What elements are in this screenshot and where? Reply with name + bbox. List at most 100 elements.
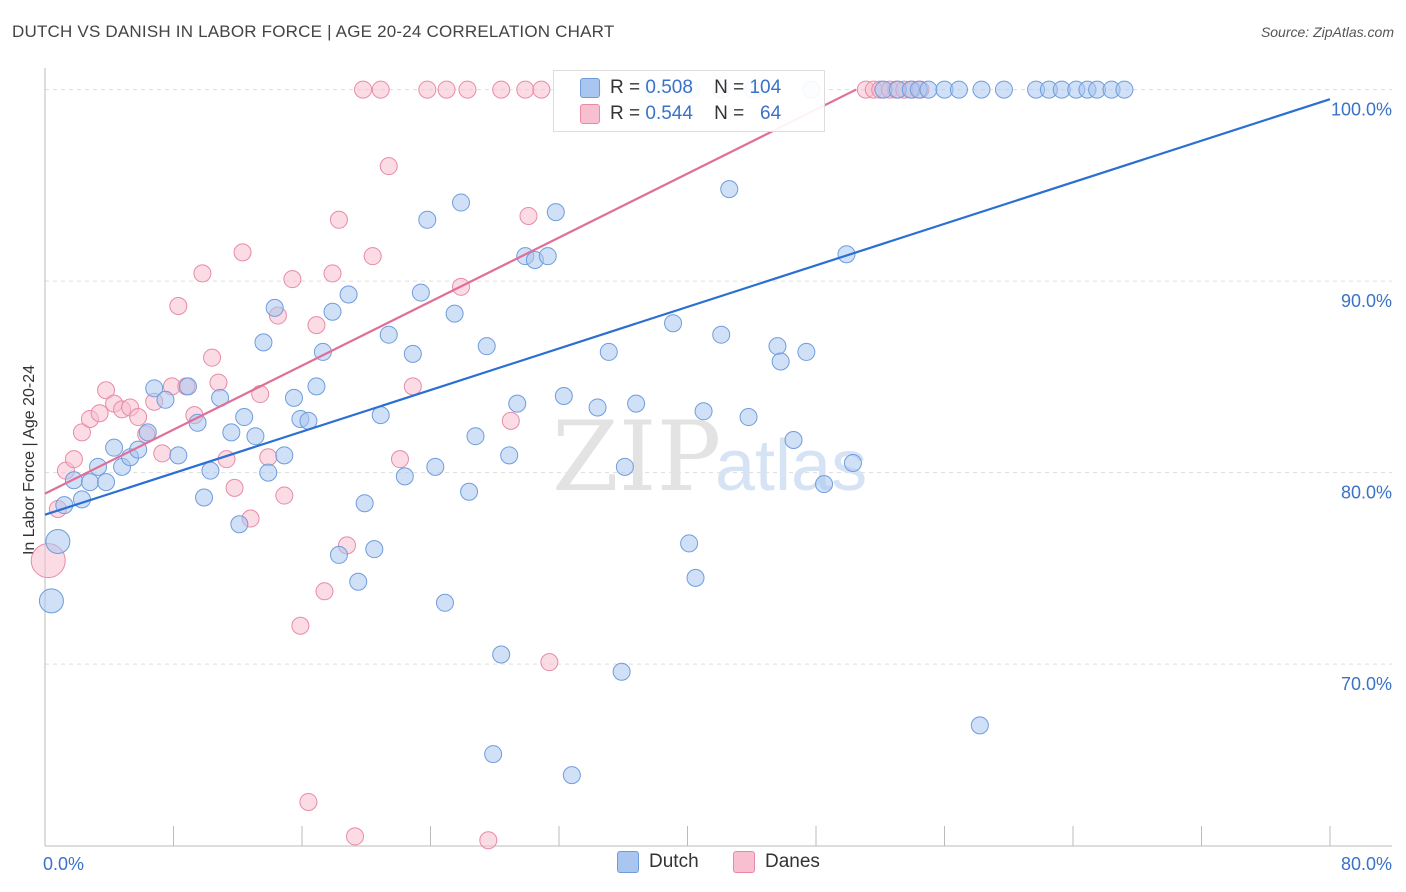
- dutch-point: [80, 473, 99, 492]
- danes-point: [437, 80, 456, 99]
- dutch-point: [492, 645, 511, 664]
- dutch-point: [797, 342, 816, 361]
- danes-point: [540, 653, 559, 672]
- danes-point: [203, 348, 222, 367]
- dutch-point: [426, 457, 445, 476]
- danes-point: [516, 80, 535, 99]
- dutch-point: [45, 529, 71, 555]
- correlation-legend: R = 0.508 N = 104 R = 0.544 N = 64: [553, 70, 825, 132]
- danes-point: [283, 270, 302, 289]
- dutch-point: [500, 446, 519, 465]
- dutch-point: [246, 427, 265, 446]
- danes-point: [251, 385, 270, 404]
- danes-point: [479, 831, 498, 850]
- dutch-point: [323, 302, 342, 321]
- dutch-point: [156, 390, 175, 409]
- danes-point: [90, 404, 109, 423]
- danes-point: [153, 444, 172, 463]
- dutch-point: [138, 423, 157, 442]
- dutch-point: [145, 379, 164, 398]
- dutch-point: [307, 377, 326, 396]
- dutch-point: [680, 534, 699, 553]
- danes-n-label: N =: [714, 103, 745, 124]
- dutch-point: [201, 461, 220, 480]
- dutch-point: [379, 325, 398, 344]
- dutch-point: [546, 203, 565, 222]
- dutch-r-value: 0.508: [645, 77, 693, 98]
- dutch-point: [477, 337, 496, 356]
- dutch-point: [837, 245, 856, 264]
- dutch-point: [365, 540, 384, 559]
- dutch-point: [452, 193, 471, 212]
- dutch-point: [339, 285, 358, 304]
- source-credit: Source: ZipAtlas.com: [1260, 24, 1394, 40]
- danes-point: [379, 157, 398, 176]
- danes-point: [323, 264, 342, 283]
- dutch-point: [169, 446, 188, 465]
- dutch-point: [411, 283, 430, 302]
- dutch-point: [919, 80, 938, 99]
- legend-danes-label: Danes: [765, 851, 820, 872]
- danes-point: [532, 80, 551, 99]
- dutch-point: [178, 377, 197, 396]
- danes-point: [129, 408, 148, 427]
- dutch-point: [403, 344, 422, 363]
- dutch-point: [105, 438, 124, 457]
- y-tick-label: 70.0%: [1341, 674, 1392, 694]
- dutch-point: [949, 80, 968, 99]
- dutch-point: [195, 488, 214, 507]
- danes-point: [390, 450, 409, 469]
- dutch-point: [259, 463, 278, 482]
- danes-point: [403, 377, 422, 396]
- danes-r-label: R =: [610, 103, 641, 124]
- x-tick-label: 80.0%: [1341, 854, 1392, 874]
- dutch-point: [771, 352, 790, 371]
- grid-lines: [45, 89, 1392, 665]
- danes-trend-line: [44, 88, 857, 495]
- danes-r-value: 0.544: [645, 103, 693, 124]
- dutch-point: [784, 431, 803, 450]
- danes-point: [354, 80, 373, 99]
- x-tick-label: 0.0%: [43, 854, 84, 874]
- danes-point: [97, 381, 116, 400]
- danes-point: [418, 80, 437, 99]
- dutch-point: [739, 408, 758, 427]
- danes-point: [501, 411, 520, 430]
- legend-danes-swatch: [733, 851, 755, 873]
- dutch-point: [554, 386, 573, 405]
- dutch-point: [720, 180, 739, 199]
- dutch-point: [970, 716, 989, 735]
- legend-item-danes[interactable]: Danes: [733, 851, 820, 873]
- dutch-point: [230, 515, 249, 534]
- legend-item-dutch[interactable]: Dutch: [617, 851, 699, 873]
- danes-swatch: [580, 104, 600, 124]
- danes-point: [371, 80, 390, 99]
- danes-point: [519, 206, 538, 225]
- dutch-point: [466, 427, 485, 446]
- danes-point: [307, 316, 326, 335]
- dutch-n-label: N =: [714, 77, 745, 98]
- danes-point: [346, 827, 365, 846]
- y-tick-label: 80.0%: [1341, 483, 1392, 503]
- dutch-point: [355, 494, 374, 513]
- dutch-point: [265, 298, 284, 317]
- dutch-point: [460, 482, 479, 501]
- dutch-point: [768, 337, 787, 356]
- dutch-point: [435, 593, 454, 612]
- dutch-point: [275, 446, 294, 465]
- danes-point: [193, 264, 212, 283]
- dutch-point: [627, 394, 646, 413]
- dutch-point: [284, 388, 303, 407]
- danes-point: [299, 792, 318, 811]
- dutch-point: [349, 572, 368, 591]
- danes-point: [363, 247, 382, 266]
- dutch-point: [686, 568, 705, 587]
- danes-point: [233, 243, 252, 262]
- dutch-point: [712, 325, 731, 344]
- dutch-point: [664, 314, 683, 333]
- dutch-point: [329, 545, 348, 564]
- dutch-point: [97, 473, 116, 492]
- legend-dutch-label: Dutch: [649, 851, 699, 872]
- dutch-point: [445, 304, 464, 323]
- y-tick-label: 90.0%: [1341, 291, 1392, 311]
